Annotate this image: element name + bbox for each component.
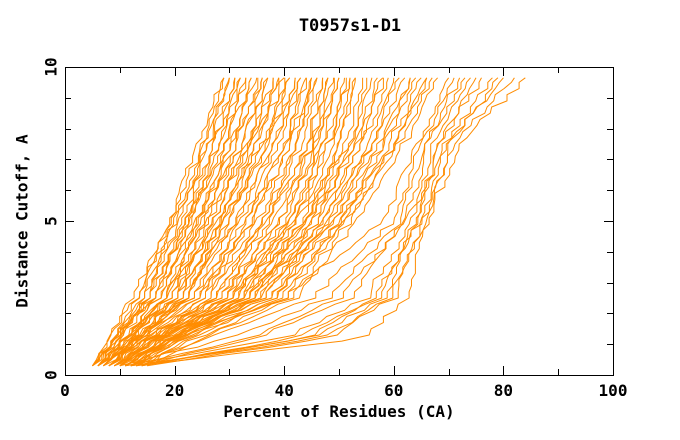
model-curve bbox=[130, 77, 455, 367]
model-curve bbox=[130, 77, 395, 367]
model-curve bbox=[103, 77, 263, 367]
model-curve bbox=[97, 77, 230, 367]
model-curve bbox=[108, 77, 313, 367]
model-curve bbox=[97, 77, 236, 367]
model-curve bbox=[108, 77, 302, 367]
model-curve bbox=[108, 77, 280, 367]
model-curve bbox=[114, 77, 324, 367]
model-curve bbox=[103, 77, 258, 367]
model-curve bbox=[125, 77, 504, 367]
model-curve bbox=[147, 77, 493, 367]
model-curve bbox=[92, 77, 225, 367]
model-curve bbox=[125, 77, 471, 367]
axis-ticks bbox=[65, 67, 614, 376]
model-curve bbox=[91, 77, 225, 367]
model-curve bbox=[114, 77, 373, 367]
model-curve bbox=[130, 77, 356, 367]
model-curves bbox=[91, 77, 526, 367]
model-curve bbox=[108, 77, 329, 367]
model-curve bbox=[108, 77, 274, 367]
x-tick-label: 60 bbox=[384, 381, 403, 400]
model-curve bbox=[119, 77, 400, 367]
model-curve bbox=[97, 77, 259, 367]
model-curve bbox=[97, 77, 252, 367]
model-curve bbox=[113, 77, 302, 367]
model-curve bbox=[130, 77, 378, 367]
model-curve bbox=[119, 77, 461, 367]
x-axis-label: Percent of Residues (CA) bbox=[223, 402, 455, 421]
model-curve bbox=[125, 77, 351, 367]
y-tick-label: 5 bbox=[42, 216, 61, 226]
model-curve bbox=[141, 77, 428, 367]
x-tick-label: 80 bbox=[494, 381, 513, 400]
x-tick-label: 20 bbox=[165, 381, 184, 400]
model-curve bbox=[125, 77, 389, 367]
model-curve bbox=[130, 77, 482, 367]
y-tick-label: 0 bbox=[42, 370, 61, 380]
model-curve bbox=[103, 77, 247, 367]
model-curve bbox=[114, 77, 307, 367]
model-curve bbox=[97, 77, 291, 367]
x-tick-label: 40 bbox=[275, 381, 294, 400]
model-curve bbox=[130, 77, 364, 367]
model-curve bbox=[114, 77, 450, 367]
chart-title: T0957s1-D1 bbox=[298, 16, 402, 36]
model-curve bbox=[130, 77, 417, 367]
model-curve bbox=[114, 77, 318, 367]
model-curve bbox=[136, 77, 466, 367]
model-curve bbox=[141, 77, 477, 367]
x-tick-label: 100 bbox=[599, 381, 628, 400]
model-curve bbox=[97, 77, 247, 367]
model-curve bbox=[125, 77, 345, 367]
model-curve bbox=[108, 77, 318, 367]
model-curve bbox=[135, 77, 422, 367]
y-tick-label: 10 bbox=[42, 57, 61, 76]
model-curve bbox=[108, 77, 296, 367]
model-curve bbox=[135, 77, 384, 367]
model-curve bbox=[119, 77, 324, 367]
model-curve bbox=[141, 77, 515, 367]
model-curve bbox=[119, 77, 384, 367]
model-curve bbox=[125, 77, 428, 367]
model-curve bbox=[119, 77, 340, 367]
model-curve bbox=[92, 77, 230, 367]
model-curve bbox=[146, 77, 438, 367]
x-tick-label: 0 bbox=[60, 381, 70, 400]
model-curve bbox=[108, 77, 269, 367]
model-curve bbox=[130, 77, 433, 367]
model-curve bbox=[130, 77, 526, 367]
